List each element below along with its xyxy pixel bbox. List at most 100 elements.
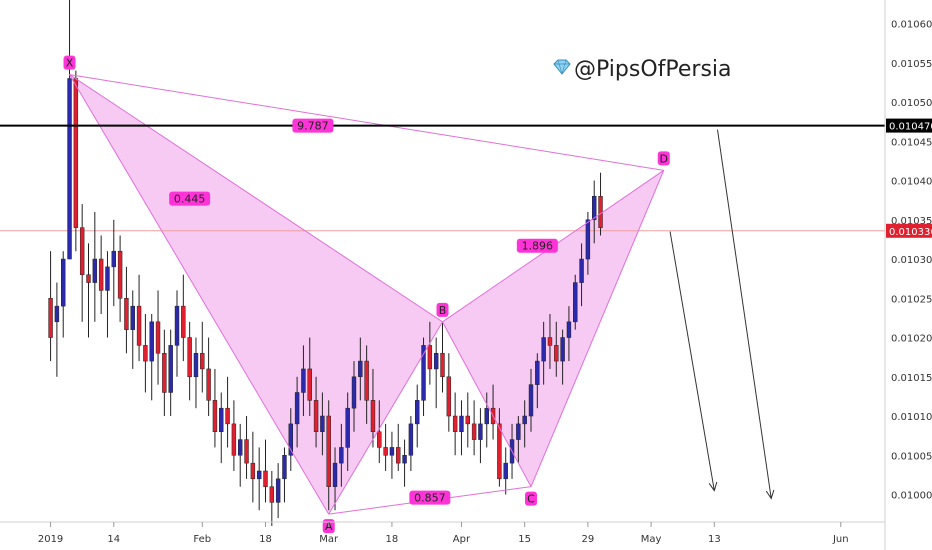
candle [111,219,116,307]
candle-body [105,266,110,291]
candle [535,353,540,409]
candle-body [200,352,205,370]
candle [294,376,300,448]
candle [452,392,458,456]
candle-body [547,337,553,346]
candle-body [294,392,300,425]
label-badge [63,55,76,70]
candle [528,368,534,432]
candle-body [402,455,407,464]
label-text: D [660,152,668,165]
candle [402,439,407,487]
candle [288,408,293,471]
candle-body [427,345,433,370]
candle [48,251,53,362]
candle [187,321,192,401]
candle [282,447,287,503]
candle-body [503,462,508,480]
candle-body [471,423,477,440]
candle [263,439,268,503]
annotation-lines [0,74,885,515]
candle-body [288,423,293,456]
candle-body [86,274,91,283]
label-text: C [527,493,535,506]
candle-body [585,219,591,260]
candle [105,251,110,338]
candle [351,361,357,432]
candle [592,180,597,244]
candle-body [54,305,60,323]
ratio-text: 9.787 [297,120,329,133]
candle [471,400,477,456]
pattern-point-label-d: D [657,151,670,166]
time-tick-label: 2019 [38,534,63,545]
candle [503,447,508,495]
candle-body [459,415,464,432]
candle-body [579,258,584,283]
candle-body [484,407,489,425]
projection-arrow [669,231,718,492]
candle [573,274,578,330]
candle [193,337,199,409]
candle [415,384,420,448]
candle [256,447,262,511]
candle [516,416,521,464]
pattern-leg-xa [69,74,330,515]
candle [244,416,249,479]
time-tick-label: Feb [193,534,211,545]
candle [231,400,237,471]
candle [396,423,401,471]
candle-body [238,439,243,456]
candle-body [598,195,603,228]
candle [541,321,546,385]
ratio-badge [169,191,211,206]
candle-body [263,470,268,487]
current-price-label: 0.010336 [886,223,932,238]
candle-body [155,321,161,354]
pattern-point-label-b: B [436,302,449,317]
ratio-badge [516,238,558,253]
candle-body [541,337,546,362]
candle-body [193,352,199,378]
candle-body [465,415,470,425]
pattern-leg-xb [69,74,443,323]
pattern-triangle-xab [69,74,443,515]
candle-body [446,376,452,417]
candle [332,447,338,511]
candle [383,423,388,471]
candle-body [168,345,173,393]
diamond-icon [553,59,571,75]
ratio-label: 0.445 [169,191,211,206]
candle-body [383,447,388,456]
candle [250,431,256,503]
time-tick-label: 14 [107,534,120,545]
candle [440,321,445,393]
candles-layer [48,0,603,526]
arrow-shaft [716,129,772,499]
candle-body [433,352,439,370]
candle-body [554,345,559,362]
pattern-leg-ab [328,321,443,515]
ratio-label: 9.787 [292,118,334,133]
candle [225,376,230,448]
candle-body [117,250,123,299]
time-axis[interactable]: 2019 14 Feb 18 Mar 18 Apr 15 29 May 13 Jun [38,522,849,545]
candle [433,337,439,409]
time-tick-label: 29 [582,534,595,545]
candle-body [269,486,275,503]
candle [389,431,395,479]
ratio-badge [292,118,334,133]
ratio-text: 0.445 [174,193,206,206]
candle [200,321,205,393]
